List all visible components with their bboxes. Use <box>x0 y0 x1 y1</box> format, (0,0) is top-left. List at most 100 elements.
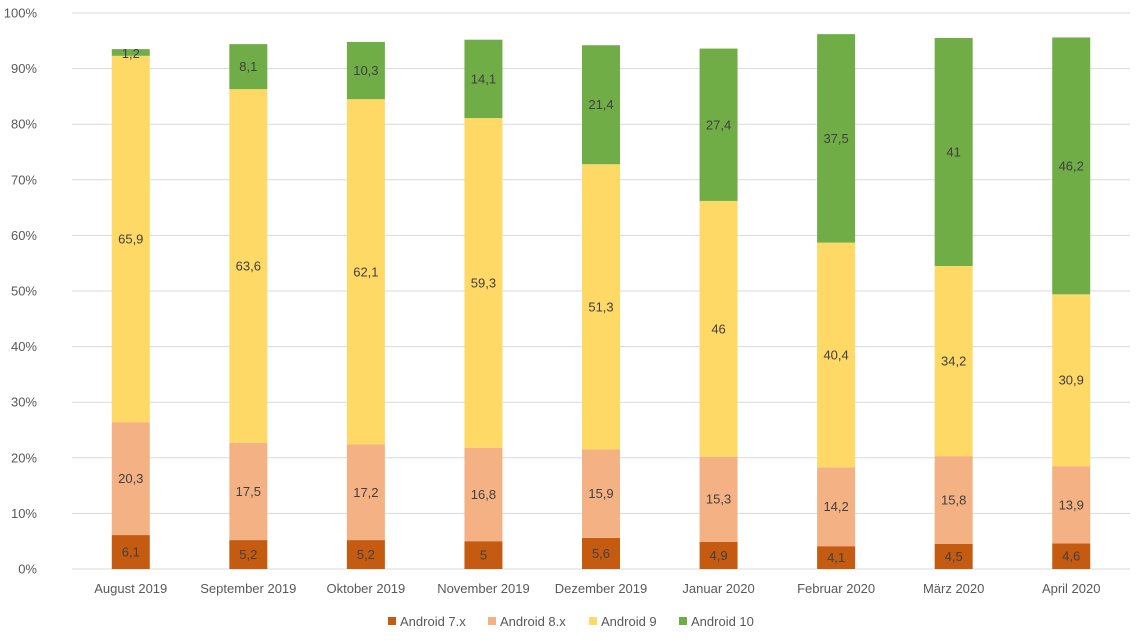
data-label: 59,3 <box>471 275 496 290</box>
bar-segment-android-7-x <box>111 535 150 569</box>
bar-segment-android-9 <box>582 164 620 450</box>
data-label: 10,3 <box>353 63 378 78</box>
bar-segment-android-8-x <box>346 444 385 541</box>
data-label: 37,5 <box>823 131 848 146</box>
bar-stack: 5,2 17,5 63,6 8,1 <box>229 44 268 569</box>
data-label: 51,3 <box>588 299 613 314</box>
data-label: 5 <box>480 548 487 563</box>
data-label: 15,9 <box>588 486 613 501</box>
data-label: 14,1 <box>471 71 496 86</box>
data-label: 40,4 <box>823 347 848 362</box>
bar-segment-android-10 <box>346 41 385 100</box>
y-tick-label: 20% <box>11 450 37 465</box>
data-label: 63,6 <box>236 258 261 273</box>
data-label: 8,1 <box>239 59 257 74</box>
data-label: 15,8 <box>941 493 966 508</box>
bar-segment-android-7-x <box>699 541 738 569</box>
bar-segment-android-10 <box>817 34 856 243</box>
data-label: 17,2 <box>353 485 378 500</box>
legend-swatch <box>679 617 687 625</box>
bar-segment-android-9 <box>1052 294 1091 467</box>
y-tick-label: 80% <box>11 117 37 132</box>
y-tick-label: 0% <box>18 562 37 577</box>
legend: Android 7.x Android 8.x Android 9 Android 1… <box>388 614 754 629</box>
data-label: 16,8 <box>471 487 496 502</box>
data-label: 5,6 <box>592 546 610 561</box>
bar-segment-android-9 <box>464 118 503 448</box>
bar-segment-android-8-x <box>934 456 973 544</box>
legend-item: Android 7.x <box>388 614 466 629</box>
legend-item: Android 8.x <box>488 614 566 629</box>
legend-swatch <box>388 617 396 625</box>
bar-segment-android-10 <box>1052 37 1091 295</box>
y-tick-label: 50% <box>11 284 37 299</box>
y-tick-label: 30% <box>11 395 37 410</box>
data-label: 4,1 <box>827 550 845 565</box>
data-label: 27,4 <box>706 117 731 132</box>
bar-stack: 5,2 17,2 62,1 10,3 <box>346 41 385 569</box>
bar-segment-android-8-x <box>464 447 503 542</box>
data-label: 4,5 <box>945 549 963 564</box>
x-tick-label: Oktober 2019 <box>326 581 405 596</box>
data-label: 6,1 <box>122 545 140 560</box>
bar-segment-android-7-x <box>464 541 503 569</box>
bar-segment-android-8-x <box>817 467 856 547</box>
legend-label: Android 10 <box>691 614 754 629</box>
bar-stack: 5 16,8 59,3 14,1 <box>464 39 503 569</box>
x-tick-label: März 2020 <box>923 581 984 596</box>
data-label: 20,3 <box>118 471 143 486</box>
data-label: 14,2 <box>823 499 848 514</box>
legend-item: Android 9 <box>589 614 657 629</box>
data-label: 4,9 <box>710 548 728 563</box>
data-label: 65,9 <box>118 232 143 247</box>
bar-segment-android-9 <box>817 242 856 468</box>
bar-segment-android-7-x <box>934 543 973 569</box>
data-label: 17,5 <box>236 484 261 499</box>
bar-stack: 6,1 20,3 65,9 1,2 <box>111 46 150 569</box>
data-label: 5,2 <box>357 547 375 562</box>
bar-segment-android-10 <box>934 38 973 266</box>
bar-segment-android-8-x <box>699 456 738 542</box>
bar-segment-android-7-x <box>582 537 620 569</box>
bar-segment-android-8-x <box>582 449 620 538</box>
legend-swatch <box>589 617 597 625</box>
bar-segment-android-9 <box>229 89 268 443</box>
data-label: 15,3 <box>706 492 731 507</box>
bar-segment-android-9 <box>111 55 150 423</box>
data-label: 5,2 <box>239 547 257 562</box>
data-label: 1,2 <box>122 46 140 61</box>
bar-stack: 4,1 14,2 40,4 37,5 <box>817 34 856 569</box>
legend-label: Android 9 <box>601 614 657 629</box>
legend-label: Android 8.x <box>500 614 566 629</box>
bar-stack: 5,6 15,9 51,3 21,4 <box>582 45 620 569</box>
bar-segment-android-7-x <box>229 540 268 569</box>
x-tick-label: Februar 2020 <box>797 581 875 596</box>
bar-segment-android-8-x <box>229 442 268 541</box>
x-tick-label: April 2020 <box>1042 581 1101 596</box>
bar-segment-android-8-x <box>111 422 150 536</box>
bar-segment-android-10 <box>699 48 738 201</box>
x-tick-label: Januar 2020 <box>682 581 754 596</box>
x-tick-label: Dezember 2019 <box>555 581 648 596</box>
data-label: 30,9 <box>1059 373 1084 388</box>
y-tick-label: 40% <box>11 339 37 354</box>
bar-segment-android-7-x <box>1052 543 1091 569</box>
data-label: 46 <box>711 321 725 336</box>
bar-segment-android-10 <box>111 49 150 56</box>
y-axis: 0% 10% 20% 30% 40% 50% 60% 70% 80% 90% 100% <box>4 6 38 577</box>
y-tick-label: 60% <box>11 228 37 243</box>
bar-segment-android-8-x <box>1052 466 1091 544</box>
bar-segment-android-10 <box>464 39 503 119</box>
legend-item: Android 10 <box>679 614 754 629</box>
data-label: 21,4 <box>588 97 613 112</box>
bar-stack: 4,6 13,9 30,9 46,2 <box>1052 37 1091 569</box>
x-tick-label: November 2019 <box>437 581 530 596</box>
data-label: 34,2 <box>941 354 966 369</box>
bar-segment-android-10 <box>229 44 268 90</box>
legend-label: Android 7.x <box>400 614 466 629</box>
data-label: 4,6 <box>1062 549 1080 564</box>
bar-segment-android-7-x <box>817 546 856 569</box>
data-label: 46,2 <box>1059 158 1084 173</box>
x-tick-label: September 2019 <box>200 581 296 596</box>
